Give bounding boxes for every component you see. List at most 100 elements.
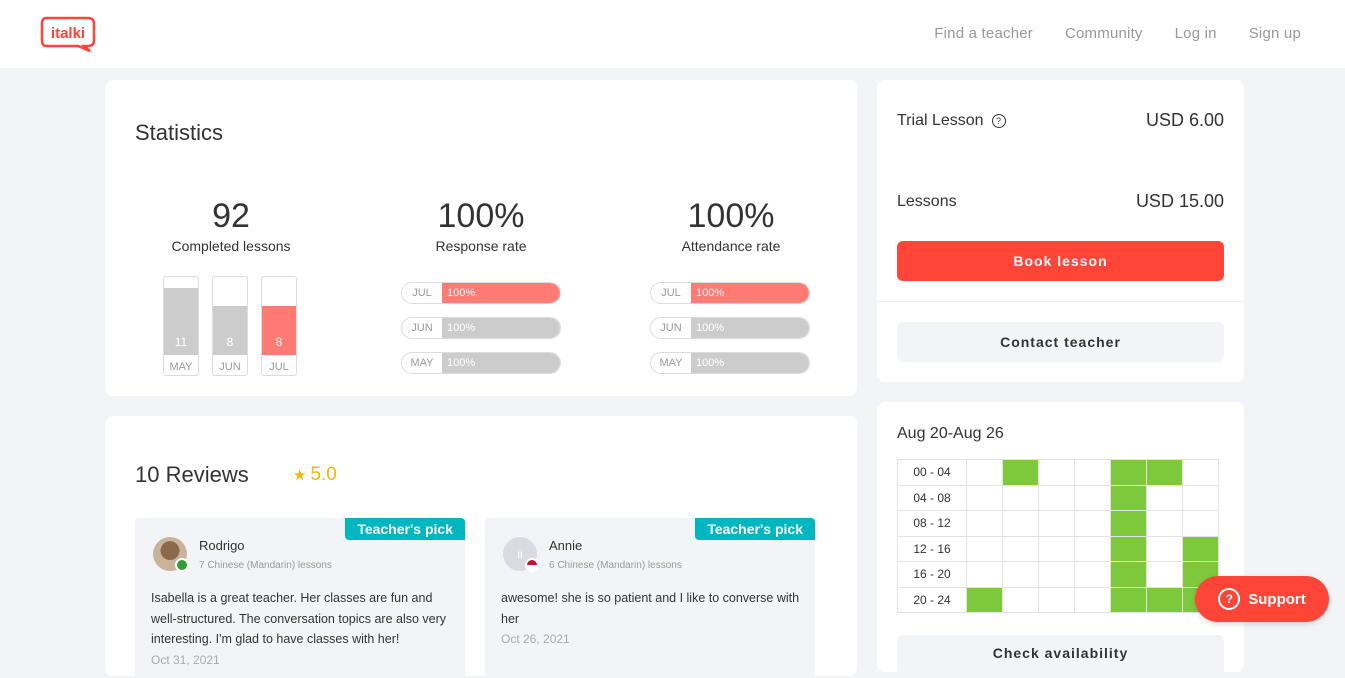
teacher-pick-badge: Teacher's pick xyxy=(695,518,815,540)
unavailable-slot xyxy=(1074,535,1111,562)
unavailable-slot xyxy=(966,459,1003,486)
review-text: awesome! she is so patient and I like to… xyxy=(501,588,801,650)
avatar[interactable]: ii xyxy=(503,537,537,571)
review-text: Isabella is a great teacher. Her classes… xyxy=(151,588,451,670)
lesson-bar-may: 11 MAY xyxy=(163,276,199,376)
time-slot-label: 08 - 12 xyxy=(897,510,967,537)
unavailable-slot xyxy=(1146,535,1183,562)
unavailable-slot xyxy=(1038,459,1075,486)
book-lesson-button[interactable]: Book lesson xyxy=(897,241,1224,281)
available-slot xyxy=(1110,510,1147,537)
unavailable-slot xyxy=(1038,510,1075,537)
response-rate-row-jul: JUL 100% xyxy=(401,282,561,304)
lessons-label: Lessons xyxy=(897,192,957,210)
completed-lessons-value: 92 xyxy=(212,197,250,235)
unavailable-slot xyxy=(1038,535,1075,562)
available-slot xyxy=(1110,586,1147,613)
lesson-bar-value: 11 xyxy=(164,288,198,355)
unavailable-slot xyxy=(1002,561,1039,588)
check-availability-button[interactable]: Check availability xyxy=(897,635,1224,675)
trial-lesson-label: Trial Lesson xyxy=(897,111,984,129)
unavailable-slot xyxy=(1074,561,1111,588)
review-card[interactable]: Teacher's pick ii Annie 6 Chinese (Manda… xyxy=(485,518,815,678)
available-slot xyxy=(1110,535,1147,562)
star-icon: ★ xyxy=(293,467,307,484)
unavailable-slot xyxy=(1002,535,1039,562)
available-slot xyxy=(1110,484,1147,511)
lesson-bar-month: JUN xyxy=(219,361,241,373)
unavailable-slot xyxy=(1002,586,1039,613)
response-rate-value: 100% xyxy=(437,197,525,235)
attendance-rate-month: JUN xyxy=(660,322,682,334)
lesson-bar-jul: 8 JUL xyxy=(261,276,297,376)
available-slot xyxy=(1146,586,1183,613)
reviewer-name[interactable]: Annie xyxy=(549,538,583,553)
available-slot xyxy=(1110,561,1147,588)
support-label: Support xyxy=(1248,590,1306,608)
attendance-rate-percent: 100% xyxy=(691,353,809,373)
lesson-bar-value: 8 xyxy=(262,306,296,355)
availability-card: Aug 20-Aug 26 00 - 04 04 - 08 08 - 12 12 - … xyxy=(877,402,1244,675)
attendance-rate-stat: 100% Attendance rate xyxy=(631,196,831,254)
available-slot xyxy=(1110,459,1147,486)
unavailable-slot xyxy=(1074,484,1111,511)
lesson-bar-month: JUL xyxy=(269,361,289,373)
question-icon: ? xyxy=(1218,588,1241,610)
unavailable-slot xyxy=(1002,484,1039,511)
review-body: Isabella is a great teacher. Her classes… xyxy=(151,591,447,646)
lesson-bar-month: MAY xyxy=(169,361,193,373)
help-icon[interactable]: ? xyxy=(991,113,1006,128)
time-slot-label: 04 - 08 xyxy=(897,484,967,511)
main-nav: Find a teacher Community Log in Sign up xyxy=(934,25,1301,42)
review-card[interactable]: Teacher's pick Rodrigo 7 Chinese (Mandar… xyxy=(135,518,465,678)
availability-grid: 00 - 04 04 - 08 08 - 12 12 - 16 16 - 20 20 - … xyxy=(897,459,1219,613)
available-slot xyxy=(1182,535,1219,562)
attendance-rate-month: MAY xyxy=(659,357,683,369)
nav-sign-up[interactable]: Sign up xyxy=(1248,25,1301,42)
available-slot xyxy=(1146,459,1183,486)
time-slot-label: 16 - 20 xyxy=(897,561,967,588)
lessons-row: Lessons USD 15.00 xyxy=(897,191,1224,212)
time-slot-label: 00 - 04 xyxy=(897,459,967,486)
unavailable-slot xyxy=(1146,510,1183,537)
unavailable-slot xyxy=(1074,586,1111,613)
attendance-rate-percent: 100% xyxy=(691,283,809,303)
lesson-bar-jun: 8 JUN xyxy=(212,276,248,376)
trial-lesson-row: Trial Lesson? USD 6.00 xyxy=(897,110,1224,131)
response-rate-percent: 100% xyxy=(442,318,560,338)
unavailable-slot xyxy=(1074,510,1111,537)
attendance-rate-label: Attendance rate xyxy=(681,238,781,254)
reviews-title: 10 Reviews xyxy=(135,462,249,487)
top-bar: italki Find a teacher Community Log in S… xyxy=(0,0,1345,68)
reviews-rating: ★ 5.0 xyxy=(293,464,337,486)
time-slot-label: 12 - 16 xyxy=(897,535,967,562)
trial-lesson-price: USD 6.00 xyxy=(1145,110,1224,130)
pricing-card: Trial Lesson? USD 6.00 Lessons USD 15.00… xyxy=(877,80,1244,382)
statistics-card: Statistics 92 Completed lessons 11 MAY 8 JU… xyxy=(105,80,857,396)
completed-lessons-chart: 11 MAY 8 JUN 8 JUL xyxy=(163,276,313,376)
unavailable-slot xyxy=(966,484,1003,511)
unavailable-slot xyxy=(1038,586,1075,613)
teacher-pick-badge: Teacher's pick xyxy=(345,518,465,540)
lessons-price: USD 15.00 xyxy=(1135,191,1224,211)
unavailable-slot xyxy=(966,535,1003,562)
reviewer-name[interactable]: Rodrigo xyxy=(199,538,245,553)
nav-find-teacher[interactable]: Find a teacher xyxy=(934,25,1033,42)
support-button[interactable]: ? Support xyxy=(1195,576,1329,622)
italki-logo[interactable]: italki xyxy=(40,16,96,52)
availability-date-range: Aug 20-Aug 26 xyxy=(897,425,1004,442)
contact-teacher-button[interactable]: Contact teacher xyxy=(897,322,1224,362)
unavailable-slot xyxy=(1038,484,1075,511)
nav-community[interactable]: Community xyxy=(1064,25,1143,42)
us-flag-icon xyxy=(525,558,539,572)
response-rate-row-may: MAY 100% xyxy=(401,352,561,374)
attendance-rate-month: JUL xyxy=(661,287,681,299)
brazil-flag-icon xyxy=(175,558,189,572)
attendance-rate-row-jun: JUN 100% xyxy=(650,317,810,339)
response-rate-month: MAY xyxy=(410,357,434,369)
unavailable-slot xyxy=(1146,561,1183,588)
attendance-rate-chart: JUL 100% JUN 100% MAY 100% xyxy=(650,282,810,387)
nav-log-in[interactable]: Log in xyxy=(1174,25,1217,42)
completed-lessons-stat: 92 Completed lessons xyxy=(131,196,331,254)
time-slot-label: 20 - 24 xyxy=(897,586,967,613)
